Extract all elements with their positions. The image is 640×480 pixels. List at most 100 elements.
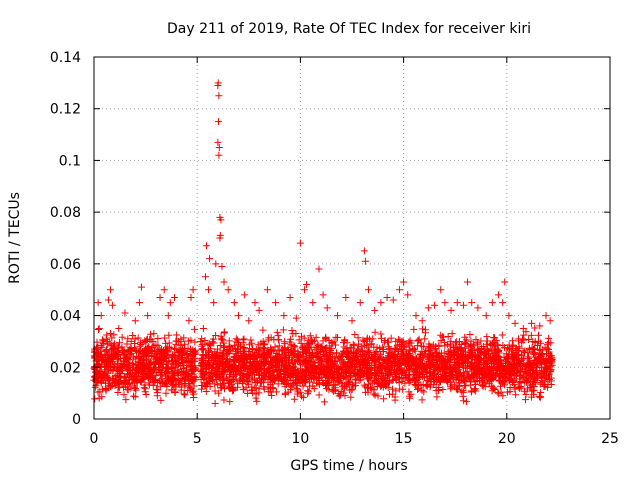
data-point (358, 350, 366, 358)
data-point (328, 386, 336, 394)
data-point (237, 352, 245, 360)
data-point (165, 331, 173, 339)
data-point (225, 337, 233, 345)
x-axis-label: GPS time / hours (290, 458, 407, 474)
data-point (293, 353, 301, 361)
data-point (245, 317, 253, 325)
data-point (164, 360, 172, 368)
data-point (372, 376, 380, 384)
data-point (122, 396, 130, 404)
data-point (455, 379, 463, 387)
data-point (120, 383, 128, 391)
data-point (543, 359, 551, 367)
data-point (411, 380, 419, 388)
data-point (198, 382, 206, 390)
data-point (211, 387, 219, 395)
data-point (396, 356, 404, 364)
data-point (528, 347, 536, 355)
data-point (210, 339, 218, 347)
data-point (214, 365, 222, 373)
data-point (189, 286, 197, 294)
data-point (218, 371, 226, 379)
data-point (109, 344, 117, 352)
data-point (123, 358, 131, 366)
data-point (396, 337, 404, 345)
data-point (298, 392, 306, 400)
data-point (125, 362, 133, 370)
data-point (545, 350, 553, 358)
data-point (140, 384, 148, 392)
chart-title: Day 211 of 2019, Rate Of TEC Index for r… (167, 21, 531, 37)
data-point (526, 358, 534, 366)
data-point (497, 382, 505, 390)
data-point (473, 374, 481, 382)
data-point (135, 299, 143, 307)
data-point (173, 331, 181, 339)
data-point (442, 362, 450, 370)
y-tick-label: 0.08 (50, 205, 81, 221)
data-point (305, 356, 313, 364)
data-point (467, 362, 475, 370)
data-point (155, 349, 163, 357)
data-point (348, 317, 356, 325)
data-point (288, 370, 296, 378)
data-point (345, 377, 353, 385)
data-point (306, 357, 314, 365)
data-point (396, 385, 404, 393)
data-point (337, 366, 345, 374)
data-point (521, 347, 529, 355)
data-point (189, 388, 197, 396)
data-point (305, 369, 313, 377)
data-point (395, 379, 403, 387)
data-point (223, 351, 231, 359)
data-point (304, 387, 312, 395)
data-point (238, 378, 246, 386)
data-point (234, 336, 242, 344)
data-point (532, 356, 540, 364)
data-point (214, 138, 222, 146)
data-point (137, 283, 145, 291)
data-point (273, 350, 281, 358)
data-point (431, 301, 439, 309)
data-point (212, 332, 220, 340)
data-point (538, 379, 546, 387)
data-point (456, 360, 464, 368)
data-point (241, 291, 249, 299)
data-point (202, 242, 210, 250)
data-point (145, 370, 153, 378)
data-point (290, 343, 298, 351)
data-point (163, 369, 171, 377)
data-point (251, 349, 259, 357)
data-point (435, 341, 443, 349)
data-point (457, 388, 465, 396)
data-point (151, 376, 159, 384)
data-point (216, 231, 224, 239)
data-point (169, 351, 177, 359)
data-point (516, 378, 524, 386)
data-point (275, 367, 283, 375)
data-point (391, 359, 399, 367)
data-point (314, 362, 322, 370)
data-point (341, 373, 349, 381)
data-point (333, 349, 341, 357)
data-point (296, 239, 304, 247)
data-point (230, 361, 238, 369)
data-point (349, 340, 357, 348)
data-point (115, 368, 123, 376)
data-point (422, 381, 430, 389)
data-point (201, 337, 209, 345)
data-point (279, 347, 287, 355)
data-point (153, 368, 161, 376)
data-point (474, 304, 482, 312)
data-point (415, 385, 423, 393)
data-point (294, 367, 302, 375)
data-point (216, 342, 224, 350)
data-point (215, 389, 223, 397)
data-point (234, 312, 242, 320)
data-point (357, 376, 365, 384)
data-point (514, 383, 522, 391)
data-point (337, 355, 345, 363)
data-point (205, 286, 213, 294)
data-point (488, 382, 496, 390)
data-point (351, 330, 359, 338)
